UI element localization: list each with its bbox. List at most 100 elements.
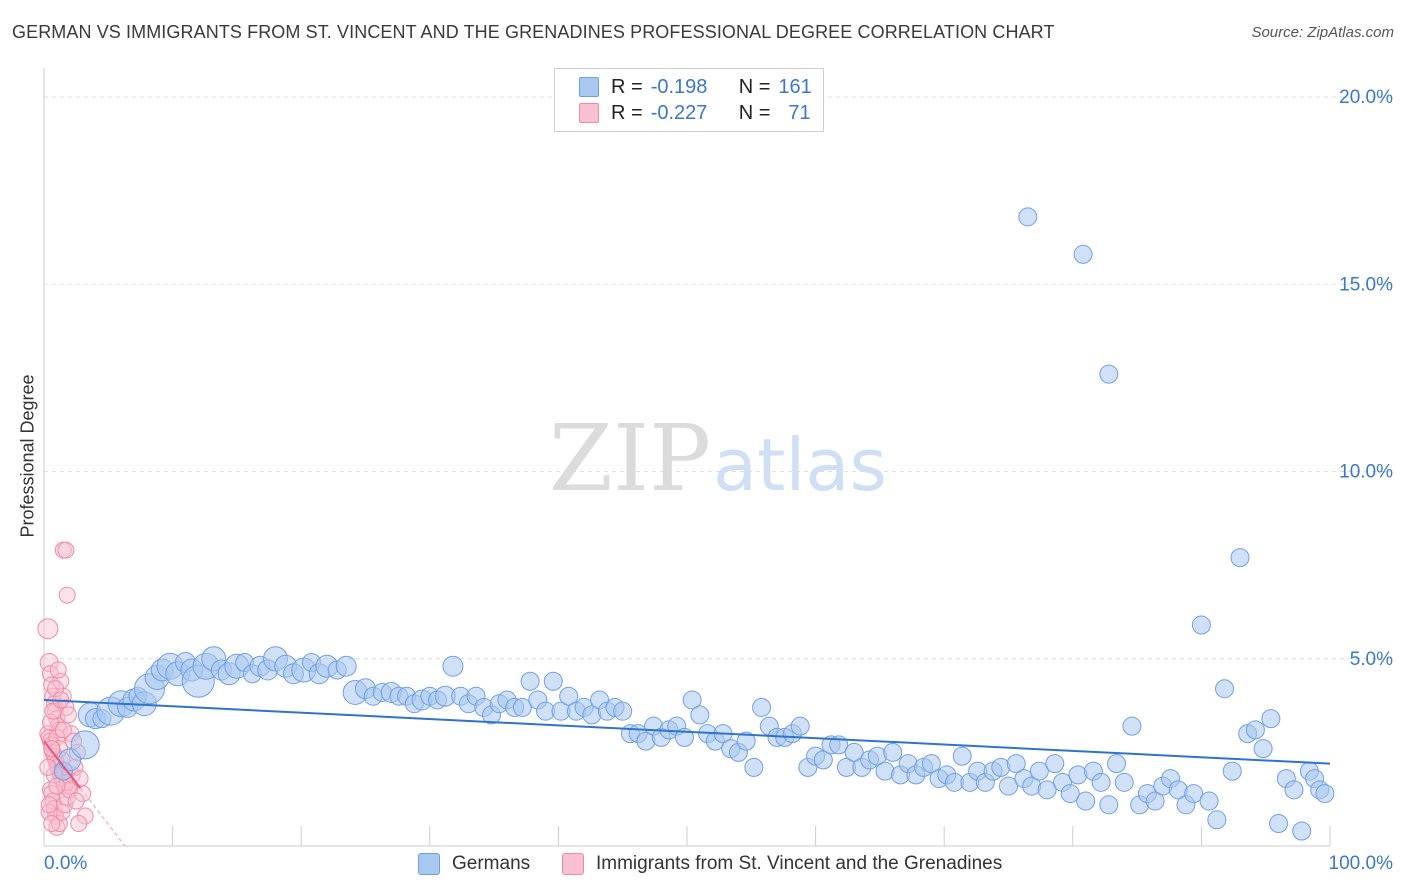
- x-tick-label: 100.0%: [1329, 853, 1394, 874]
- germans-point: [1315, 784, 1335, 804]
- watermark-zip: ZIP: [549, 405, 711, 512]
- immigrants-point: [43, 815, 61, 833]
- germans-legend-swatch: [418, 853, 440, 875]
- germans-point: [1029, 761, 1049, 781]
- y-tick-label: 5.0%: [1350, 649, 1393, 670]
- germans-point: [512, 697, 532, 717]
- chart-title: GERMAN VS IMMIGRANTS FROM ST. VINCENT AN…: [12, 22, 1055, 42]
- immigrants-point: [67, 792, 85, 810]
- immigrants-point: [58, 586, 76, 604]
- germans-point: [1107, 754, 1127, 774]
- germans-point: [736, 731, 756, 751]
- r-label: R =: [611, 75, 643, 98]
- germans-point: [520, 671, 540, 691]
- immigrants-point: [37, 618, 59, 640]
- germans-point: [999, 776, 1018, 796]
- germans-point: [1122, 716, 1142, 736]
- germans-point: [952, 746, 972, 766]
- germans-point: [1253, 739, 1273, 759]
- germans-point: [844, 742, 864, 762]
- immigrants-trend-extension: [79, 787, 126, 847]
- germans-point: [1284, 780, 1304, 800]
- germans-point: [1073, 244, 1093, 264]
- r-value: -0.198: [650, 75, 708, 98]
- immigrants-point: [71, 770, 89, 788]
- germans-point: [1207, 810, 1227, 830]
- x-tick-label: 0.0%: [44, 853, 87, 874]
- germans-point: [690, 705, 710, 725]
- germans-point: [752, 697, 772, 717]
- germans-point: [1184, 784, 1204, 804]
- n-label: N =: [738, 101, 771, 124]
- immigrants-point: [39, 652, 59, 672]
- immigrants-point: [49, 661, 67, 679]
- germans-point: [1269, 814, 1289, 834]
- germans-point: [1215, 679, 1235, 699]
- legend-row-germans: R = -0.198 N = 161: [579, 74, 812, 100]
- immigrants-point: [70, 815, 88, 833]
- germans-point: [1099, 364, 1119, 384]
- germans-point: [1191, 615, 1211, 635]
- n-value: 161: [778, 75, 812, 98]
- germans-point: [1045, 754, 1065, 774]
- immigrants-point: [39, 758, 57, 776]
- germans-swatch: [579, 77, 599, 97]
- n-label: N =: [738, 75, 771, 98]
- r-value: -0.227: [650, 101, 708, 124]
- immigrants-swatch: [579, 103, 599, 123]
- immigrants-legend-label: Immigrants from St. Vincent and the Gren…: [596, 853, 1003, 874]
- germans-point: [1099, 795, 1119, 815]
- germans-point: [883, 742, 903, 762]
- germans-point: [1261, 709, 1281, 729]
- germans-point: [790, 716, 810, 736]
- germans-trend-line: [43, 698, 1331, 765]
- watermark: ZIP atlas: [549, 405, 887, 512]
- germans-point: [1114, 772, 1134, 792]
- watermark-atlas: atlas: [713, 423, 887, 507]
- y-tick-label: 15.0%: [1339, 274, 1393, 295]
- germans-point: [70, 730, 100, 760]
- immigrants-legend-swatch: [562, 853, 584, 875]
- germans-legend-label: Germans: [452, 853, 531, 874]
- immigrants-point: [59, 706, 77, 724]
- germans-points: [53, 207, 1335, 841]
- immigrants-point: [41, 713, 59, 731]
- germans-point: [813, 750, 833, 770]
- germans-point: [1292, 821, 1312, 841]
- germans-point: [1037, 780, 1057, 800]
- germans-point: [559, 686, 579, 706]
- germans-point: [613, 701, 633, 721]
- germans-point: [1222, 761, 1242, 781]
- grid-lines: [44, 96, 1392, 660]
- germans-point: [1018, 207, 1038, 227]
- germans-point: [1199, 791, 1219, 811]
- germans-point: [674, 727, 694, 747]
- germans-point: [744, 757, 764, 777]
- germans-point: [1091, 772, 1111, 792]
- tick-labels: 5.0% 10.0% 15.0% 20.0% 0.0% 100.0%: [44, 87, 1393, 874]
- r-label: R =: [611, 101, 643, 124]
- immigrants-point: [57, 541, 75, 559]
- germans-point: [1006, 754, 1026, 774]
- germans-point: [1245, 720, 1265, 740]
- immigrants-point: [40, 796, 58, 814]
- immigrants-trend-line: [43, 740, 82, 789]
- germans-point: [1076, 791, 1096, 811]
- legend-row-immigrants: R = -0.227 N = 71: [579, 100, 811, 126]
- germans-point: [335, 655, 357, 677]
- germans-point: [1230, 548, 1250, 568]
- trend-lines: [43, 698, 1331, 847]
- correlation-legend: R = -0.198 N = 161 R = -0.227 N = 71: [554, 68, 824, 132]
- immigrants-point: [47, 680, 65, 698]
- y-tick-label: 10.0%: [1339, 462, 1393, 483]
- germans-point: [682, 690, 702, 710]
- germans-point: [1145, 791, 1165, 811]
- immigrants-point: [40, 803, 58, 821]
- axes: [43, 68, 1331, 847]
- y-tick-label: 20.0%: [1339, 87, 1393, 108]
- bottom-legend-germans: Germans: [418, 851, 530, 877]
- germans-point: [1060, 784, 1080, 804]
- germans-point: [921, 754, 941, 774]
- germans-point: [442, 655, 464, 677]
